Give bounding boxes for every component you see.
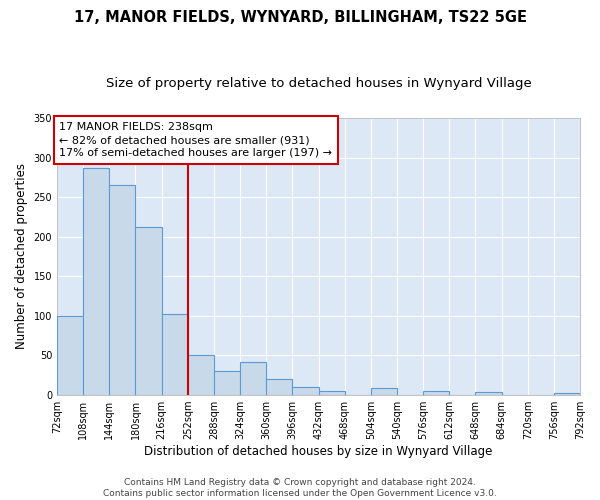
Bar	[266, 379, 292, 394]
Bar	[109, 185, 136, 394]
Text: 17 MANOR FIELDS: 238sqm
← 82% of detached houses are smaller (931)
17% of semi-d: 17 MANOR FIELDS: 238sqm ← 82% of detache…	[59, 122, 332, 158]
Bar	[136, 227, 161, 394]
X-axis label: Distribution of detached houses by size in Wynyard Village: Distribution of detached houses by size …	[145, 444, 493, 458]
Bar	[188, 355, 214, 395]
Bar	[319, 390, 344, 394]
Title: Size of property relative to detached houses in Wynyard Village: Size of property relative to detached ho…	[106, 78, 532, 90]
Bar	[292, 386, 319, 394]
Bar	[240, 362, 266, 394]
Y-axis label: Number of detached properties: Number of detached properties	[15, 164, 28, 350]
Bar	[83, 168, 109, 394]
Bar	[475, 392, 502, 394]
Bar	[57, 316, 83, 394]
Bar	[161, 314, 188, 394]
Bar	[423, 390, 449, 394]
Bar	[214, 371, 240, 394]
Bar	[371, 388, 397, 394]
Text: Contains HM Land Registry data © Crown copyright and database right 2024.
Contai: Contains HM Land Registry data © Crown c…	[103, 478, 497, 498]
Bar	[554, 393, 580, 394]
Text: 17, MANOR FIELDS, WYNYARD, BILLINGHAM, TS22 5GE: 17, MANOR FIELDS, WYNYARD, BILLINGHAM, T…	[74, 10, 527, 25]
